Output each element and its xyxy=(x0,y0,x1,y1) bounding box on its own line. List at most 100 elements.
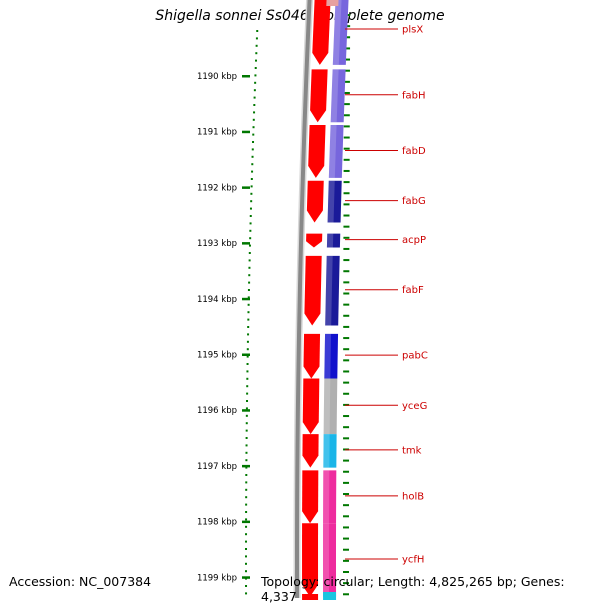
cog-band-yceG xyxy=(323,378,338,435)
ruler-dot xyxy=(247,303,250,306)
ruler-minor-tick xyxy=(343,481,350,484)
gene-label-holB: holB xyxy=(402,491,424,502)
ruler-dot xyxy=(253,89,256,92)
ruler-tick-label: 1199 kbp xyxy=(197,573,237,583)
ruler-dot xyxy=(251,155,254,158)
cog-band-shade-fabH xyxy=(330,69,339,123)
cds-arrow-tmk xyxy=(302,434,319,468)
cog-band-pabC xyxy=(324,333,339,379)
ruler-dot xyxy=(256,30,259,32)
ruler-dot xyxy=(246,355,249,358)
ruler-major-tick xyxy=(242,297,250,301)
ruler-dot xyxy=(245,444,248,447)
ruler-minor-tick xyxy=(343,292,350,295)
ruler-minor-tick xyxy=(343,582,350,585)
ruler-minor-tick xyxy=(343,348,350,351)
ruler-dot xyxy=(246,400,249,402)
ruler-minor-tick xyxy=(343,91,350,94)
ruler-dot xyxy=(248,252,251,254)
cds-arrow-holB xyxy=(302,470,319,524)
cds-arrow-pabC xyxy=(303,333,321,379)
gene-label-fabG: fabG xyxy=(402,196,426,207)
cds-arrow-acpP xyxy=(306,233,323,248)
ruler-dot xyxy=(250,200,253,203)
ruler-dot xyxy=(253,96,256,99)
ruler-minor-tick xyxy=(343,80,350,83)
cog-band-ycfH xyxy=(323,523,337,597)
ruler-dot xyxy=(249,222,252,225)
ruler-tick-label: 1195 kbp xyxy=(197,351,237,361)
ruler-tick-label: 1198 kbp xyxy=(197,518,237,528)
ruler-dot xyxy=(248,259,251,262)
ruler-tick-label: 1196 kbp xyxy=(197,406,237,416)
ruler-minor-tick xyxy=(343,548,350,551)
ruler-dot xyxy=(248,244,251,247)
ruler-minor-tick xyxy=(343,236,350,239)
ruler-dot xyxy=(245,518,248,521)
cds-arrow-fabH xyxy=(310,69,328,123)
ruler-dot xyxy=(246,392,249,395)
ruler-dot xyxy=(245,481,248,484)
ruler-dot xyxy=(254,81,257,84)
ruler-minor-tick xyxy=(343,192,350,195)
ruler-dot xyxy=(245,451,248,454)
cog-band-prev xyxy=(326,0,339,6)
ruler-dot xyxy=(254,74,257,77)
ruler-dot xyxy=(249,229,252,232)
ruler-dot xyxy=(245,496,248,499)
ruler-minor-tick xyxy=(343,392,350,395)
ruler-minor-tick xyxy=(343,559,349,562)
ruler-minor-tick xyxy=(343,437,350,440)
cds-arrow-plsX xyxy=(312,0,331,65)
ruler-dot xyxy=(248,274,251,277)
cog-band-acpP xyxy=(326,233,341,248)
ruler-minor-tick xyxy=(343,515,350,518)
ruler-minor-tick xyxy=(343,526,350,529)
ruler-dot xyxy=(255,52,258,55)
ruler-minor-tick xyxy=(344,36,351,39)
ruler-dot xyxy=(246,348,249,351)
ruler-dot xyxy=(245,422,248,425)
cog-band-shade-acpP xyxy=(326,233,334,248)
gene-label-fabH: fabH xyxy=(402,90,426,101)
ruler-minor-tick xyxy=(343,426,350,429)
ruler-tick-label: 1192 kbp xyxy=(197,183,237,193)
cog-band-tmk xyxy=(323,434,337,468)
ruler-minor-tick xyxy=(343,103,350,106)
ruler-dot xyxy=(248,266,251,269)
cds-arrow-fabD xyxy=(308,125,326,178)
ruler-dot xyxy=(245,570,248,573)
ruler-minor-tick xyxy=(343,114,350,117)
ruler-major-tick xyxy=(242,464,250,468)
ruler-dot xyxy=(245,540,248,543)
ruler-dot xyxy=(245,511,248,513)
ruler-major-tick xyxy=(242,353,250,356)
ruler-minor-tick xyxy=(343,370,350,373)
ruler-minor-tick xyxy=(343,125,350,128)
ruler-dot xyxy=(245,585,248,587)
ruler-dot xyxy=(252,126,255,129)
ruler-dot xyxy=(251,148,254,151)
ruler-dot xyxy=(245,592,248,595)
ruler-minor-tick xyxy=(343,203,350,206)
ruler-minor-tick xyxy=(343,158,350,161)
backbone-layer xyxy=(293,0,314,599)
ruler-dot xyxy=(246,340,249,343)
cog-band-plsX xyxy=(332,0,349,65)
ruler-major-tick xyxy=(242,75,250,78)
ruler-dot xyxy=(252,133,255,136)
cog-band-fabG xyxy=(327,180,342,223)
ruler-dot xyxy=(251,163,254,166)
cog-band-fabH xyxy=(330,69,346,123)
cog-band-shade-plsX xyxy=(332,0,342,65)
ruler-minor-tick xyxy=(344,58,351,61)
ruler-major-tick xyxy=(242,409,250,412)
ruler-dot xyxy=(245,474,248,476)
ruler-minor-tick xyxy=(343,181,350,184)
cog-band-next xyxy=(323,592,337,600)
ruler-dot xyxy=(245,414,248,417)
ruler-dot xyxy=(253,104,256,106)
ruler-dot xyxy=(245,429,248,432)
ruler-dot xyxy=(245,488,248,491)
ruler-dot xyxy=(254,67,257,69)
